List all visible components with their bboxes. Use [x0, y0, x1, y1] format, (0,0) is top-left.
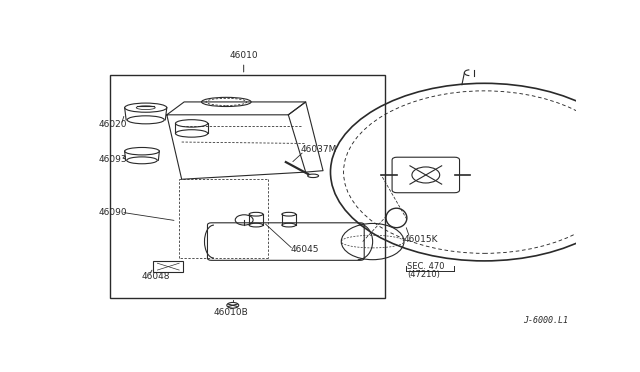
Text: 46045: 46045: [291, 245, 319, 254]
Text: 46010: 46010: [229, 51, 258, 72]
Text: 46020: 46020: [99, 121, 127, 129]
Text: 46015K: 46015K: [403, 235, 438, 244]
Text: 46048: 46048: [142, 272, 170, 280]
Text: SEC. 470: SEC. 470: [408, 262, 445, 271]
Text: 46093: 46093: [99, 155, 127, 164]
Text: 46037M: 46037M: [301, 145, 337, 154]
Text: 46090: 46090: [99, 208, 127, 217]
Text: 46010B: 46010B: [214, 308, 249, 317]
Text: (47210): (47210): [408, 270, 440, 279]
Text: J-6000.L1: J-6000.L1: [524, 316, 568, 326]
